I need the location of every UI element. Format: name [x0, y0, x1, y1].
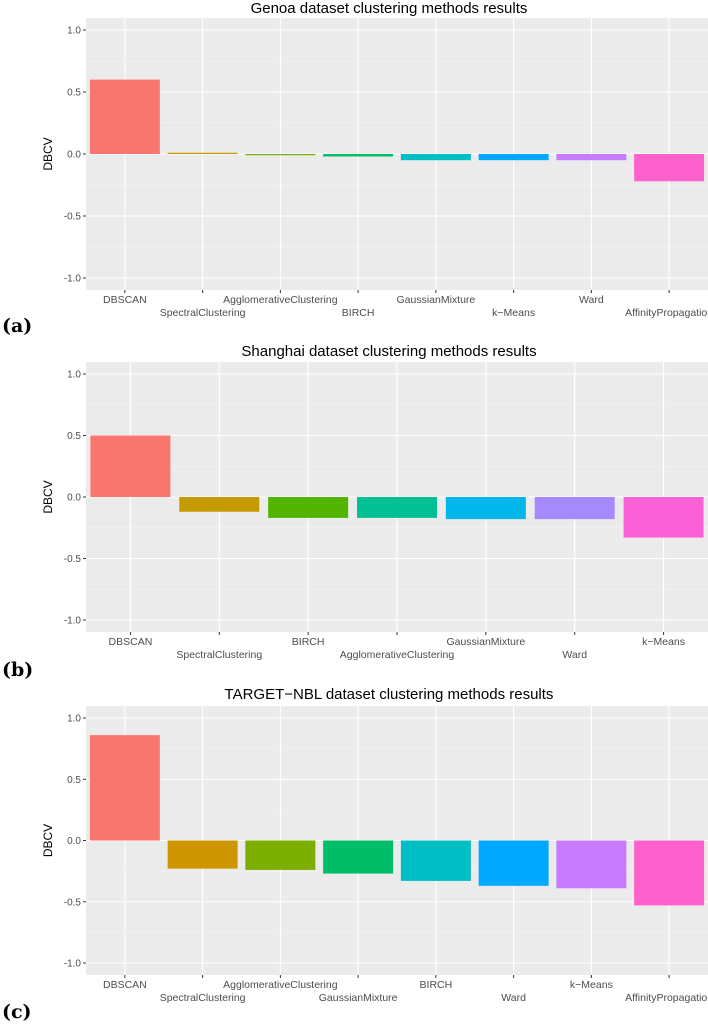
- y-tick-label: 0.5: [67, 431, 81, 442]
- bar-DBSCAN: [89, 79, 160, 154]
- bar-k-Means: [478, 154, 549, 161]
- y-tick-label: 0.5: [67, 775, 81, 786]
- chart-title: Genoa dataset clustering methods results: [251, 0, 528, 17]
- y-tick-label: 0.0: [67, 493, 81, 504]
- y-tick-label: -1.0: [64, 274, 82, 285]
- x-tick-label: SpectralClustering: [160, 992, 246, 1004]
- chart-panel-1: -1.0 -0.5 0.0 0.5 1.0 DBSCAN SpectralClusterin…: [2, 0, 708, 337]
- x-tick-label: k−Means: [492, 307, 535, 319]
- x-tick-label: Ward: [579, 294, 604, 306]
- x-tick-label: GaussianMixture: [396, 294, 475, 306]
- bar-AgglomerativeClustering: [357, 497, 437, 518]
- x-tick-label: AgglomerativeClustering: [223, 294, 338, 306]
- x-tick-label: AgglomerativeClustering: [340, 649, 455, 661]
- x-tick-label: DBSCAN: [103, 979, 147, 991]
- bar-BIRCH: [400, 840, 471, 881]
- x-tick-label: BIRCH: [342, 307, 375, 319]
- y-axis-label: DBCV: [41, 137, 55, 170]
- bar-SpectralClustering: [167, 840, 238, 869]
- chart-title: Shanghai dataset clustering methods resu…: [241, 343, 536, 360]
- y-tick-label: -1.0: [64, 959, 82, 970]
- x-tick-label: SpectralClustering: [160, 307, 246, 319]
- bar-BIRCH: [323, 154, 394, 157]
- x-tick-label: BIRCH: [420, 979, 453, 991]
- y-tick-label: -0.5: [64, 897, 82, 908]
- bar-GaussianMixture: [400, 154, 471, 161]
- y-tick-label: -0.5: [64, 212, 82, 223]
- bar-SpectralClustering: [167, 152, 238, 154]
- x-tick-label: Ward: [501, 992, 526, 1004]
- x-tick-label: DBSCAN: [109, 636, 153, 648]
- bar-DBSCAN: [89, 735, 160, 841]
- x-tick-label: BIRCH: [292, 636, 325, 648]
- x-tick-label: k−Means: [570, 979, 613, 991]
- y-tick-label: 1.0: [67, 26, 81, 37]
- y-axis-label: DBCV: [41, 824, 55, 857]
- bar-k-Means: [556, 840, 627, 889]
- x-tick-label: SpectralClustering: [176, 649, 262, 661]
- x-tick-label: k−Means: [642, 636, 685, 648]
- chart-panel-3: -1.0 -0.5 0.0 0.5 1.0 DBSCAN SpectralClusterin…: [2, 686, 708, 1023]
- bar-BIRCH: [268, 497, 349, 518]
- x-tick-label: AgglomerativeClustering: [223, 979, 338, 991]
- bar-GaussianMixture: [323, 840, 394, 874]
- panel-label: (a): [2, 315, 32, 337]
- bar-Ward: [478, 840, 549, 886]
- bar-SpectralClustering: [179, 497, 260, 512]
- bar-AgglomerativeClustering: [245, 840, 316, 870]
- y-axis-label: DBCV: [41, 480, 55, 513]
- x-tick-label: GaussianMixture: [446, 636, 525, 648]
- panel-label: (c): [2, 1001, 32, 1023]
- x-tick-label: GaussianMixture: [319, 992, 398, 1004]
- x-tick-label: AffinityPropagation: [625, 992, 708, 1004]
- x-tick-label: Ward: [562, 649, 587, 661]
- y-tick-label: 1.0: [67, 714, 81, 725]
- bar-Ward: [534, 497, 615, 520]
- bar-AffinityPropagation: [634, 840, 705, 906]
- x-tick-label: AffinityPropagation: [625, 307, 708, 319]
- y-tick-label: -1.0: [64, 616, 82, 627]
- bar-AgglomerativeClustering: [245, 154, 316, 156]
- y-tick-label: 1.0: [67, 370, 81, 381]
- y-tick-label: 0.5: [67, 88, 81, 99]
- bar-AffinityPropagation: [634, 154, 705, 182]
- bar-Ward: [556, 154, 627, 161]
- panel-label: (b): [2, 659, 33, 681]
- y-tick-label: -0.5: [64, 554, 82, 565]
- y-tick-label: 0.0: [67, 836, 81, 847]
- chart-title: TARGET−NBL dataset clustering methods re…: [225, 686, 554, 703]
- chart-panel-2: -1.0 -0.5 0.0 0.5 1.0 DBSCAN SpectralClusterin…: [2, 343, 708, 681]
- bar-GaussianMixture: [445, 497, 526, 520]
- y-tick-label: 0.0: [67, 150, 81, 161]
- x-tick-label: DBSCAN: [103, 294, 147, 306]
- bar-DBSCAN: [90, 435, 171, 497]
- bar-k-Means: [623, 497, 704, 538]
